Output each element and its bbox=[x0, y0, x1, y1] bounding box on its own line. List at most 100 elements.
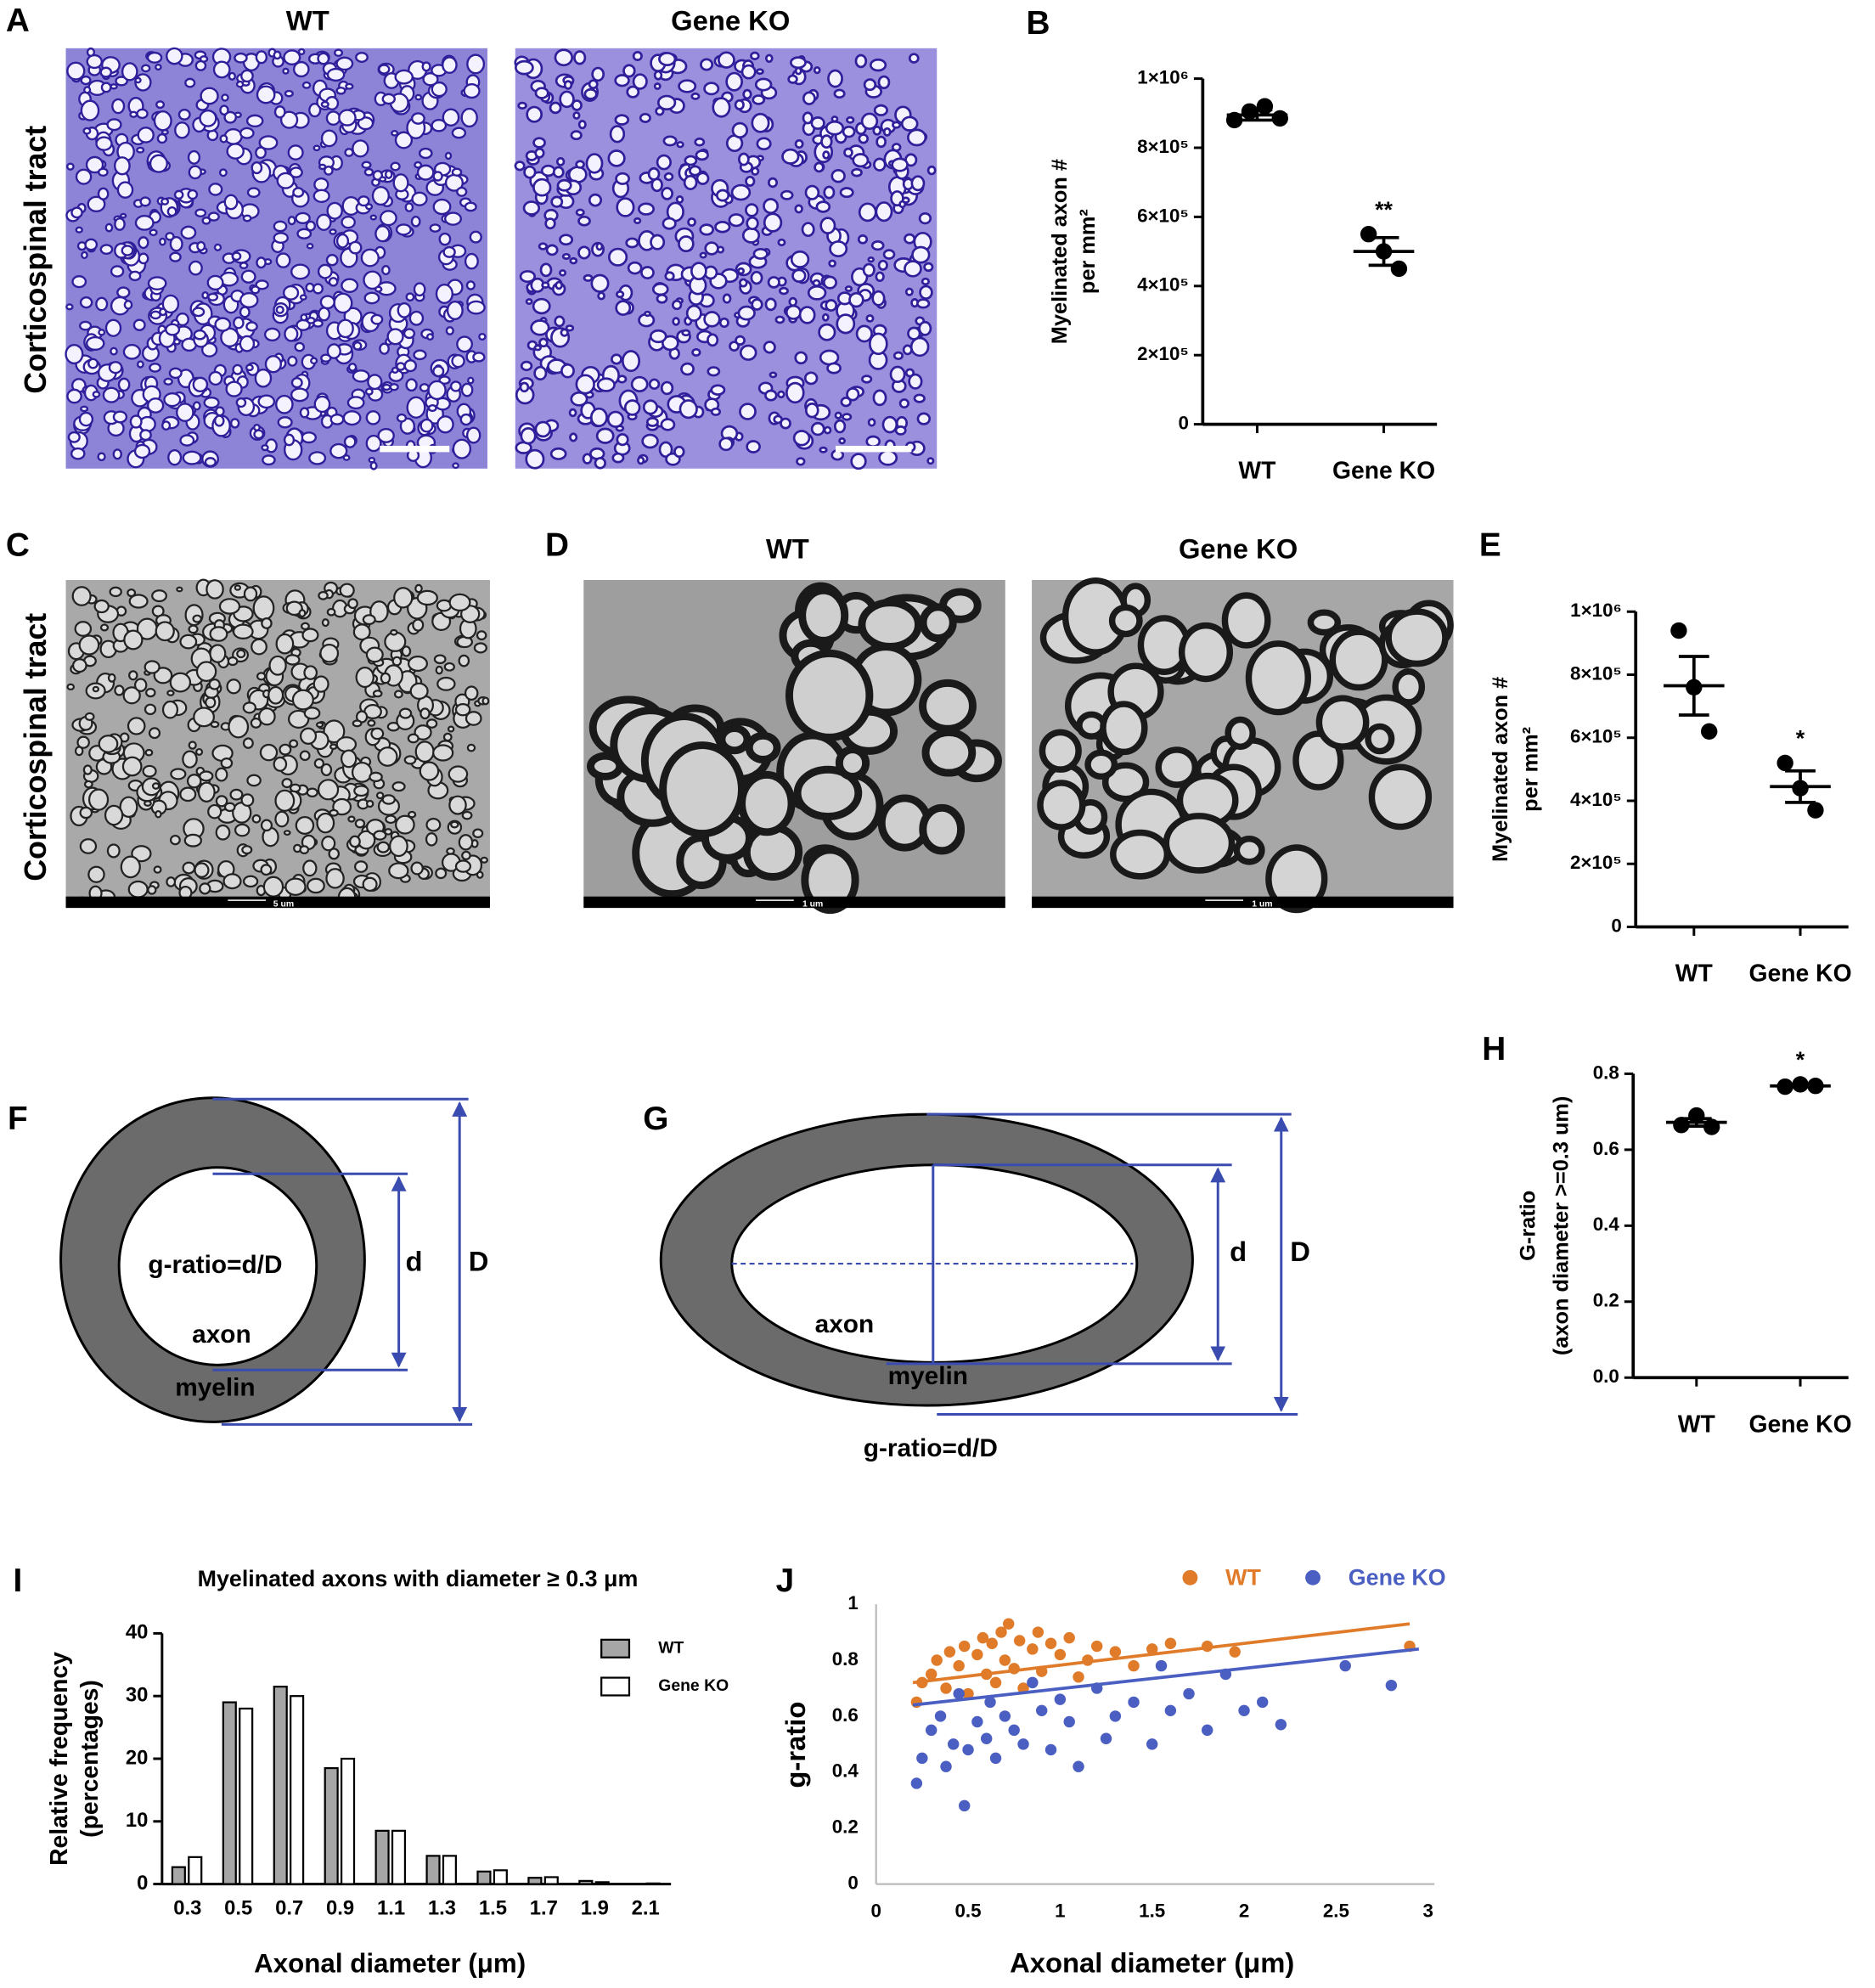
fiber bbox=[534, 147, 545, 159]
fiber bbox=[233, 316, 245, 329]
micrograph bbox=[65, 47, 487, 470]
bar bbox=[171, 1866, 186, 1885]
fiber bbox=[282, 284, 300, 301]
fiber bbox=[815, 200, 831, 213]
fiber bbox=[703, 82, 720, 96]
diagram-label: myelin bbox=[175, 1374, 255, 1402]
fiber bbox=[465, 426, 481, 444]
fiber bbox=[160, 197, 170, 206]
fiber bbox=[831, 115, 839, 123]
fiber bbox=[590, 273, 610, 293]
point bbox=[916, 1752, 928, 1765]
fiber bbox=[66, 61, 86, 81]
fiber bbox=[303, 707, 321, 720]
fiber bbox=[554, 315, 566, 328]
fiber bbox=[292, 60, 310, 78]
fiber bbox=[367, 374, 383, 391]
fiber bbox=[67, 431, 81, 443]
fiber bbox=[251, 161, 263, 175]
x-tick-label: 2 bbox=[1239, 1900, 1249, 1921]
fiber bbox=[179, 434, 195, 447]
fiber bbox=[365, 646, 384, 663]
fiber bbox=[283, 49, 301, 65]
y-axis-label: Myelinated axon # bbox=[1048, 159, 1072, 344]
fiber bbox=[722, 293, 732, 304]
legend-swatch bbox=[600, 1638, 631, 1659]
fiber bbox=[245, 363, 254, 372]
point bbox=[1044, 1637, 1057, 1649]
fiber bbox=[738, 770, 796, 836]
fiber bbox=[159, 237, 166, 246]
fiber bbox=[452, 438, 472, 459]
fiber bbox=[763, 212, 783, 233]
fiber bbox=[151, 782, 160, 790]
fiber bbox=[1101, 762, 1150, 803]
fiber bbox=[632, 73, 648, 90]
fiber bbox=[653, 70, 663, 81]
fiber bbox=[179, 786, 197, 803]
fiber bbox=[223, 127, 243, 145]
fiber bbox=[520, 360, 533, 372]
fiber bbox=[282, 67, 290, 75]
fiber bbox=[391, 366, 399, 375]
fiber bbox=[779, 286, 789, 296]
fiber bbox=[128, 270, 142, 282]
fiber bbox=[306, 242, 314, 250]
fiber bbox=[325, 254, 339, 267]
point bbox=[1146, 1738, 1158, 1750]
fiber bbox=[199, 882, 211, 895]
fiber bbox=[363, 167, 374, 177]
fiber bbox=[287, 216, 296, 226]
fiber bbox=[460, 382, 474, 397]
panel-letter: H bbox=[1482, 1031, 1506, 1067]
fiber bbox=[572, 111, 581, 120]
point bbox=[1128, 1696, 1140, 1709]
point bbox=[1164, 1637, 1177, 1649]
bar bbox=[340, 1757, 356, 1885]
fiber bbox=[386, 328, 404, 346]
fiber bbox=[555, 280, 563, 290]
fiber bbox=[858, 202, 877, 222]
fiber bbox=[163, 377, 173, 386]
fiber bbox=[149, 363, 161, 373]
fiber bbox=[448, 765, 469, 783]
fiber bbox=[393, 690, 403, 699]
fiber bbox=[206, 579, 224, 600]
fiber bbox=[767, 177, 779, 189]
fiber bbox=[71, 658, 87, 673]
fiber bbox=[273, 756, 288, 772]
panel-letter: F bbox=[8, 1101, 28, 1137]
fiber bbox=[82, 764, 93, 775]
fiber bbox=[570, 391, 588, 407]
fiber bbox=[275, 252, 291, 268]
x-tick-label: 2.5 bbox=[1323, 1900, 1349, 1921]
fiber bbox=[78, 411, 94, 427]
fiber bbox=[678, 79, 697, 93]
fiber bbox=[318, 591, 329, 600]
x-tick-label: 0.5 bbox=[954, 1900, 981, 1921]
fiber bbox=[79, 838, 98, 854]
fiber bbox=[432, 744, 454, 762]
scale-label: 1 um bbox=[802, 899, 823, 909]
point bbox=[958, 1799, 971, 1812]
fiber bbox=[870, 240, 885, 251]
fiber bbox=[166, 876, 177, 887]
fiber bbox=[532, 177, 552, 197]
fiber bbox=[568, 408, 577, 418]
y-axis-label: g-ratio bbox=[780, 1702, 811, 1788]
point bbox=[1155, 1659, 1168, 1672]
fiber bbox=[326, 343, 341, 359]
fiber bbox=[923, 262, 934, 273]
micrograph bbox=[514, 48, 938, 470]
fiber bbox=[609, 125, 626, 144]
fiber bbox=[85, 335, 105, 352]
scale-label: 5 um bbox=[273, 899, 294, 909]
x-tick-label: 1.5 bbox=[1139, 1900, 1165, 1921]
fiber bbox=[919, 284, 933, 300]
fiber bbox=[287, 144, 304, 161]
fiber bbox=[858, 133, 870, 144]
fiber bbox=[86, 54, 103, 70]
fiber bbox=[234, 584, 241, 591]
legend-label: Gene KO bbox=[658, 1676, 729, 1695]
fiber bbox=[65, 303, 74, 311]
